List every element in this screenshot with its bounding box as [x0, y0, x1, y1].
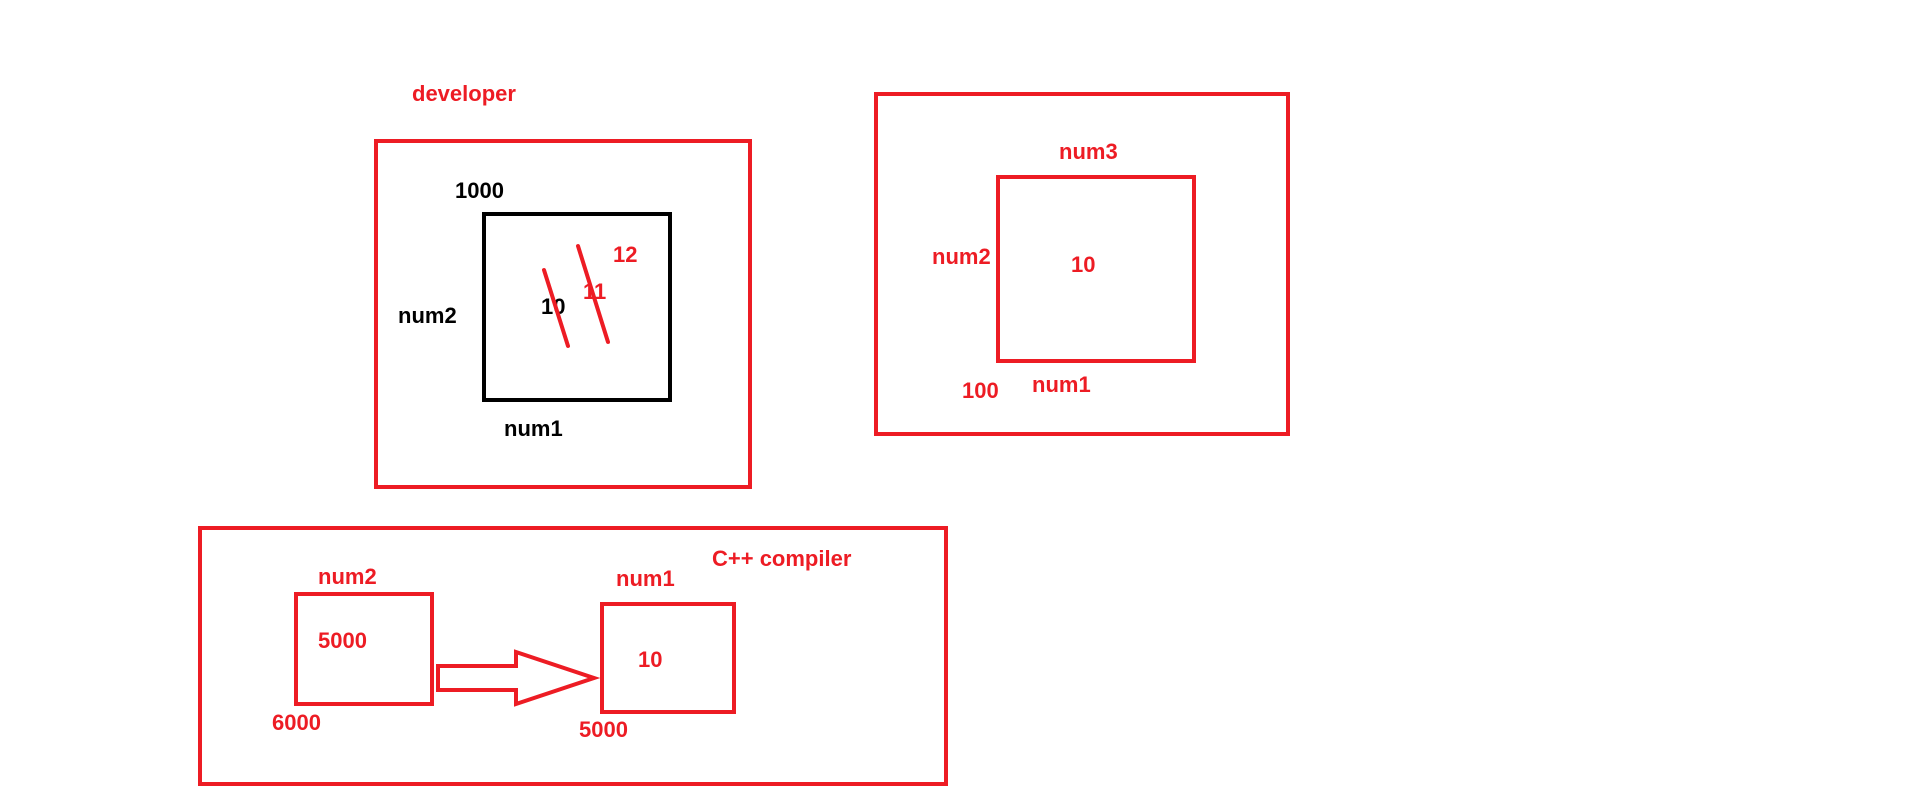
pointer-variable-box: [294, 592, 434, 706]
developer-alias-label: num2: [398, 303, 457, 328]
developer-variable-box: [482, 212, 672, 402]
compiler-title: C++ compiler: [712, 546, 852, 571]
developer-outer-frame: [374, 139, 752, 489]
strike-through-mark: [576, 244, 610, 344]
compiler-panel: C++ compiler num2 5000 6000 num1 10 5000: [198, 526, 948, 786]
target-name-label: num1: [616, 566, 675, 591]
target-address-label: 5000: [579, 717, 628, 742]
reference-top-alias-label: num3: [1059, 139, 1118, 164]
reference-value: 10: [1071, 252, 1095, 277]
pointer-name-label: num2: [318, 564, 377, 589]
reference-variable-box: [996, 175, 1196, 363]
developer-address-label: 1000: [455, 178, 504, 203]
reference-left-alias-label: num2: [932, 244, 991, 269]
reference-variable-name-label: num1: [1032, 372, 1091, 397]
target-value: 10: [638, 647, 662, 672]
strike-through-mark: [542, 268, 570, 348]
reference-address-label: 100: [962, 378, 999, 403]
developer-variable-name-label: num1: [504, 416, 563, 441]
arrow-right-icon: [436, 649, 601, 707]
pointer-address-label: 6000: [272, 710, 321, 735]
compiler-outer-frame: [198, 526, 948, 786]
developer-second-update-value: 12: [613, 242, 637, 267]
developer-panel: developer 1000 num2 num1 10 11 12: [374, 81, 752, 489]
reference-panel: num3 num2 10 num1 100: [874, 92, 1290, 436]
pointer-value: 5000: [318, 628, 367, 653]
target-variable-box: [600, 602, 736, 714]
developer-title: developer: [412, 81, 516, 106]
reference-outer-frame: [874, 92, 1290, 436]
